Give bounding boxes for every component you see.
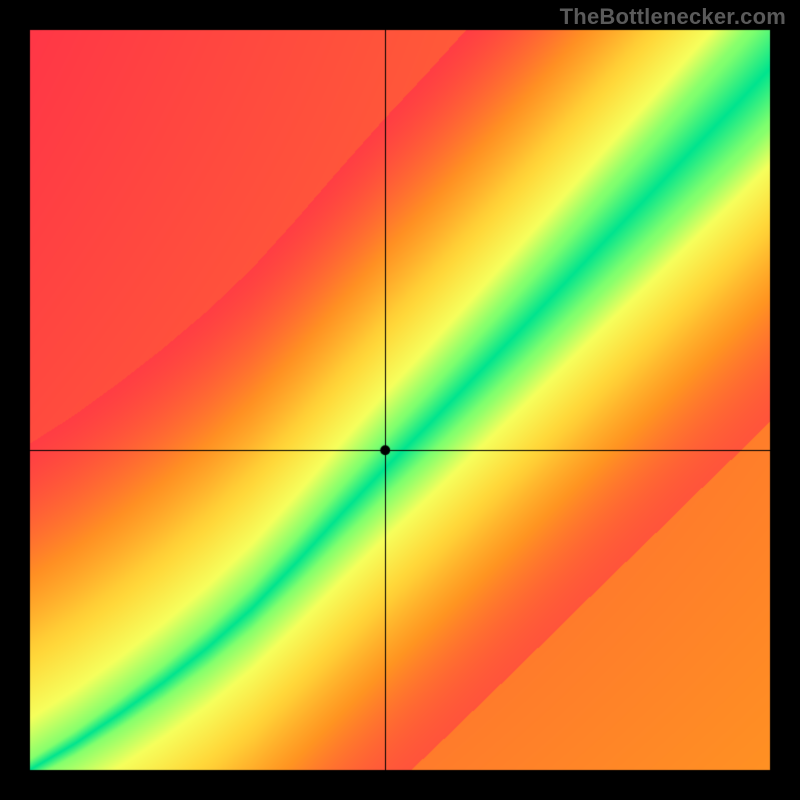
heatmap-canvas: [0, 0, 800, 800]
watermark-text: TheBottlenecker.com: [560, 4, 786, 30]
chart-container: TheBottlenecker.com: [0, 0, 800, 800]
